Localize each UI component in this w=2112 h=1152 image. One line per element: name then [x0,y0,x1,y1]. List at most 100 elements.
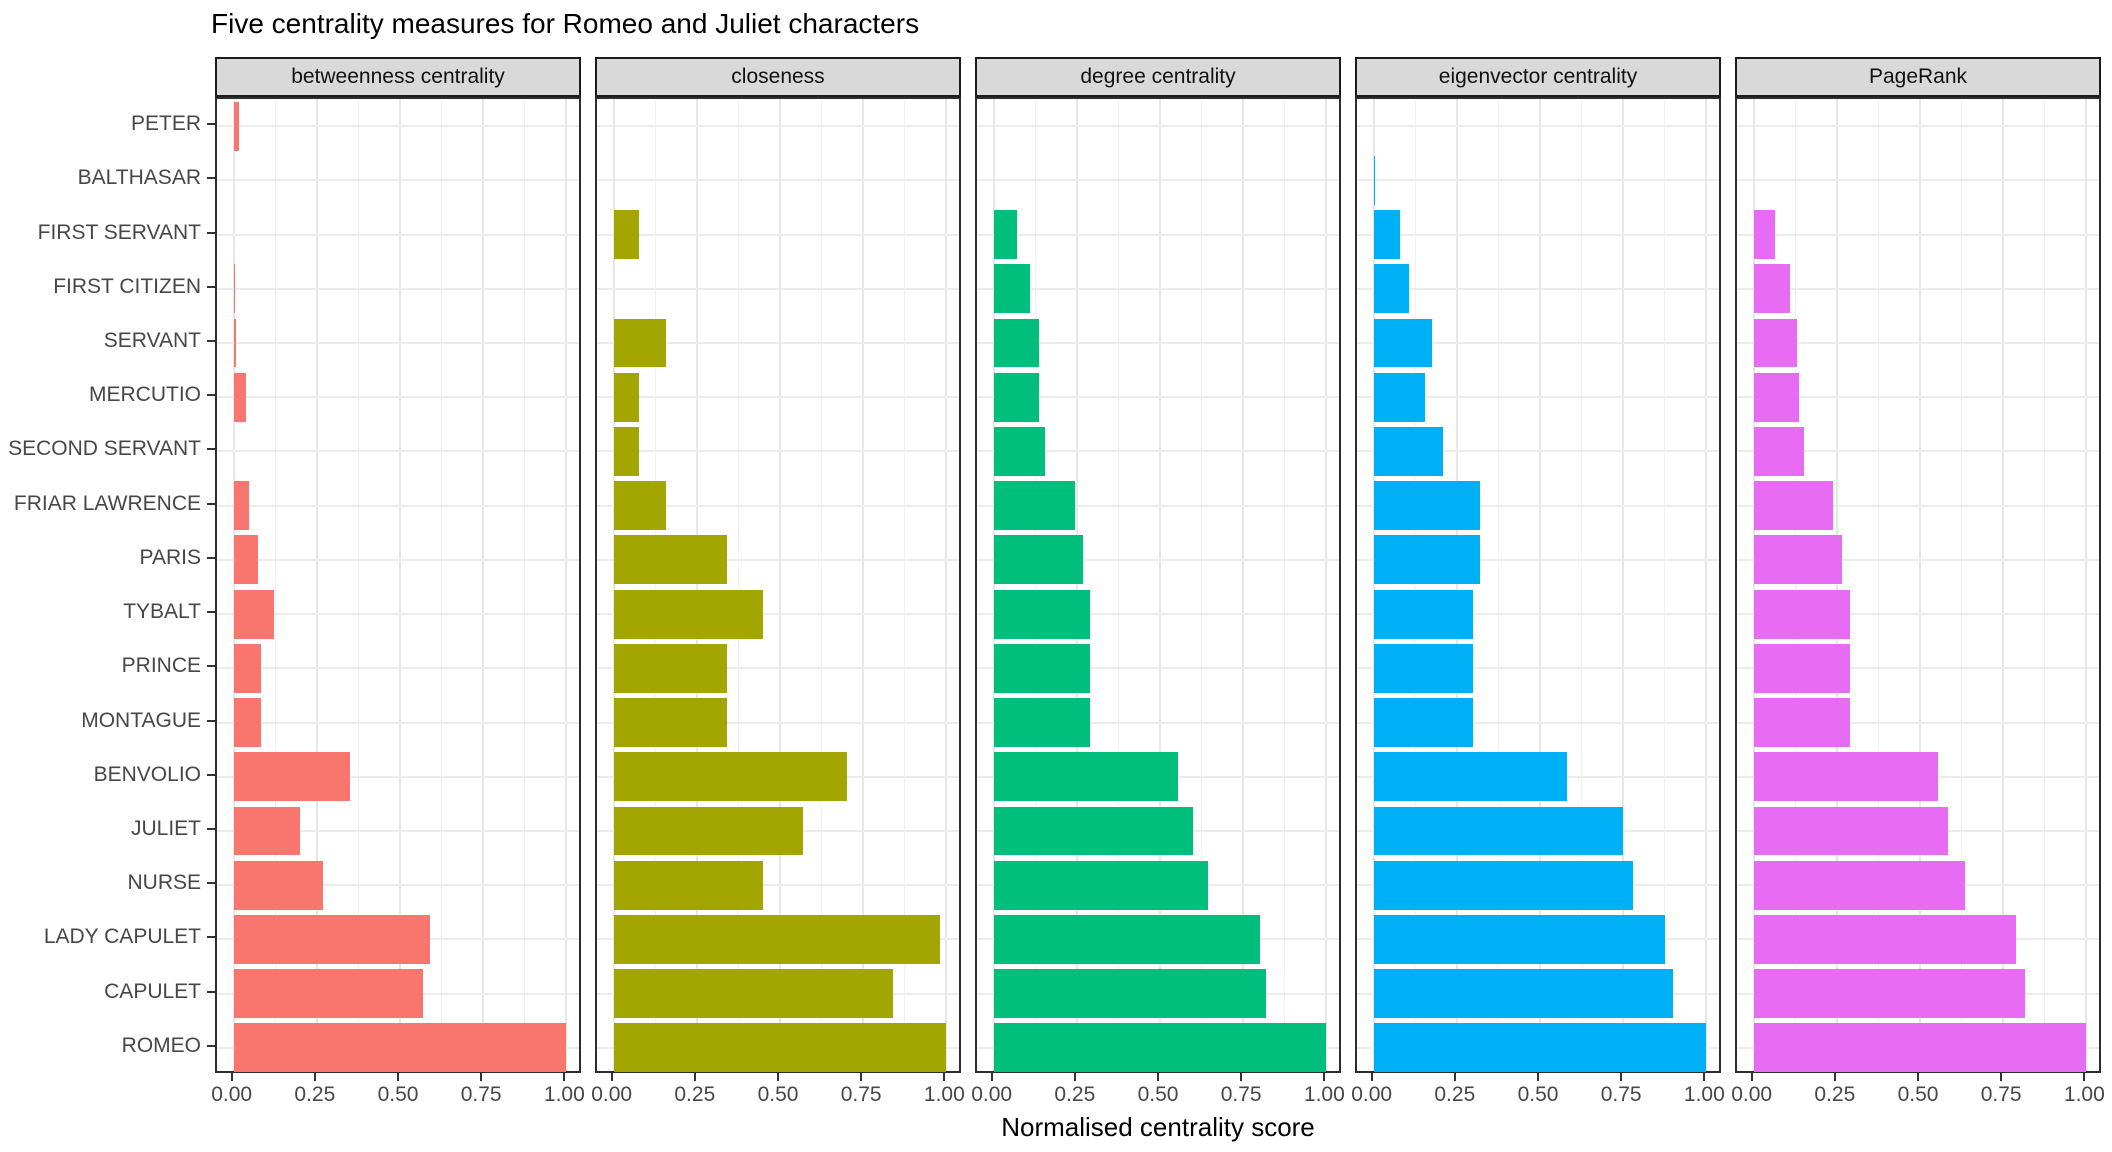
facet-strip: eigenvector centrality [1355,57,1721,97]
gridline-horizontal [977,233,1339,236]
x-axis-tick-label: 0.75 [1980,1083,2022,1106]
gridline-vertical-major [2085,99,2088,1071]
bar [1753,806,1949,856]
bar [1373,915,1665,964]
gridline-vertical-major [1325,99,1328,1071]
gridline-horizontal [217,884,579,887]
gridline-horizontal [1737,125,2099,128]
bar [993,752,1179,802]
bar [613,698,727,747]
facet-panel [975,97,1341,1073]
bar [233,698,261,747]
gridline-horizontal [217,125,579,128]
x-axis-tick-label: 0.00 [971,1083,1013,1106]
x-axis-tick-label: 0.25 [674,1083,716,1106]
y-axis-label: FRIAR LAWRENCE [13,491,201,515]
y-axis-tick [207,1044,215,1047]
bar [1753,698,1851,747]
y-axis-tick [207,285,215,288]
gridline-horizontal [977,613,1339,616]
y-axis-tick [207,394,215,397]
gridline-vertical-major [1372,99,1375,1071]
gridline-vertical-minor [654,99,656,1071]
chart-title: Five centrality measures for Romeo and J… [211,8,920,39]
bar [613,1023,947,1073]
gridline-horizontal [217,450,579,453]
gridline-horizontal [1737,667,2099,670]
y-axis-label: JULIET [130,817,201,840]
facet-panel [215,97,581,1073]
y-axis-tick [207,936,215,939]
bar [613,372,639,422]
gridline-horizontal [1737,233,2099,236]
y-axis-label: SECOND SERVANT [8,437,201,461]
gridline-horizontal [1737,287,2099,290]
gridline-horizontal [217,233,579,236]
x-axis-tick [313,1073,316,1081]
y-axis-tick [207,990,215,993]
gridline-vertical-major [862,99,865,1071]
y-axis-tick [207,448,215,451]
gridline-horizontal [977,342,1339,344]
gridline-horizontal [1357,558,1719,561]
gridline-horizontal [1737,342,2099,344]
facet-panel [1735,97,2101,1073]
bar [1753,1023,2087,1073]
facet-strip: betweenness centrality [215,57,581,97]
gridline-vertical-major [992,99,995,1071]
bar [1373,860,1634,910]
y-axis-tick [207,231,215,234]
bar [613,969,894,1019]
gridline-horizontal [1357,342,1719,344]
x-axis-tick-label: 0.00 [211,1083,253,1106]
gridline-vertical-minor [737,99,739,1071]
gridline-horizontal [1737,721,2099,724]
bar [1753,535,1842,585]
gridline-horizontal [217,667,579,670]
gridline-vertical-major [1622,99,1625,1071]
y-axis-label: PARIS [139,545,201,569]
gridline-horizontal [1357,233,1719,236]
bar [613,210,639,259]
gridline-vertical-minor [524,99,526,1071]
y-axis-label: PETER [130,112,201,136]
bar [1373,372,1426,422]
gridline-horizontal [217,287,579,290]
x-axis-tick [990,1073,993,1081]
gridline-vertical-minor [1794,99,1796,1071]
gridline-vertical-major [232,99,235,1071]
bar [1753,318,1797,368]
facet-strip-label: betweenness centrality [291,65,505,88]
y-axis-label: FIRST CITIZEN [53,274,201,298]
bar [1373,427,1444,476]
y-axis-label: BALTHASAR [77,166,201,190]
x-axis-tick [1240,1073,1243,1081]
x-axis-tick [1073,1073,1076,1081]
gridline-horizontal [597,721,959,724]
gridline-vertical-minor [1034,99,1036,1071]
gridline-vertical-major [695,99,698,1071]
bar [1753,752,1939,802]
y-axis-tick [207,502,215,505]
bar [993,860,1209,910]
x-axis-tick-label: 1.00 [543,1083,585,1106]
gridline-horizontal [597,450,959,453]
x-axis-tick-label: 0.25 [1814,1083,1856,1106]
facet-strip-label: PageRank [1868,65,1968,88]
x-axis-tick-label: 0.75 [1600,1083,1642,1106]
x-axis-tick [1537,1073,1539,1081]
bar [1753,915,2017,964]
bar [993,210,1017,259]
gridline-horizontal [597,396,959,399]
gridline-horizontal [217,775,579,778]
bar [993,318,1039,368]
bar [993,589,1091,639]
gridline-vertical-minor [1961,99,1963,1071]
gridline-horizontal [1737,179,2099,182]
gridline-vertical-minor [1284,99,1286,1071]
bar [1373,643,1474,693]
gridline-vertical-major [1539,99,1541,1071]
x-axis-tick [1833,1073,1836,1081]
gridline-vertical-minor [1664,99,1666,1071]
y-axis-tick [207,556,215,559]
